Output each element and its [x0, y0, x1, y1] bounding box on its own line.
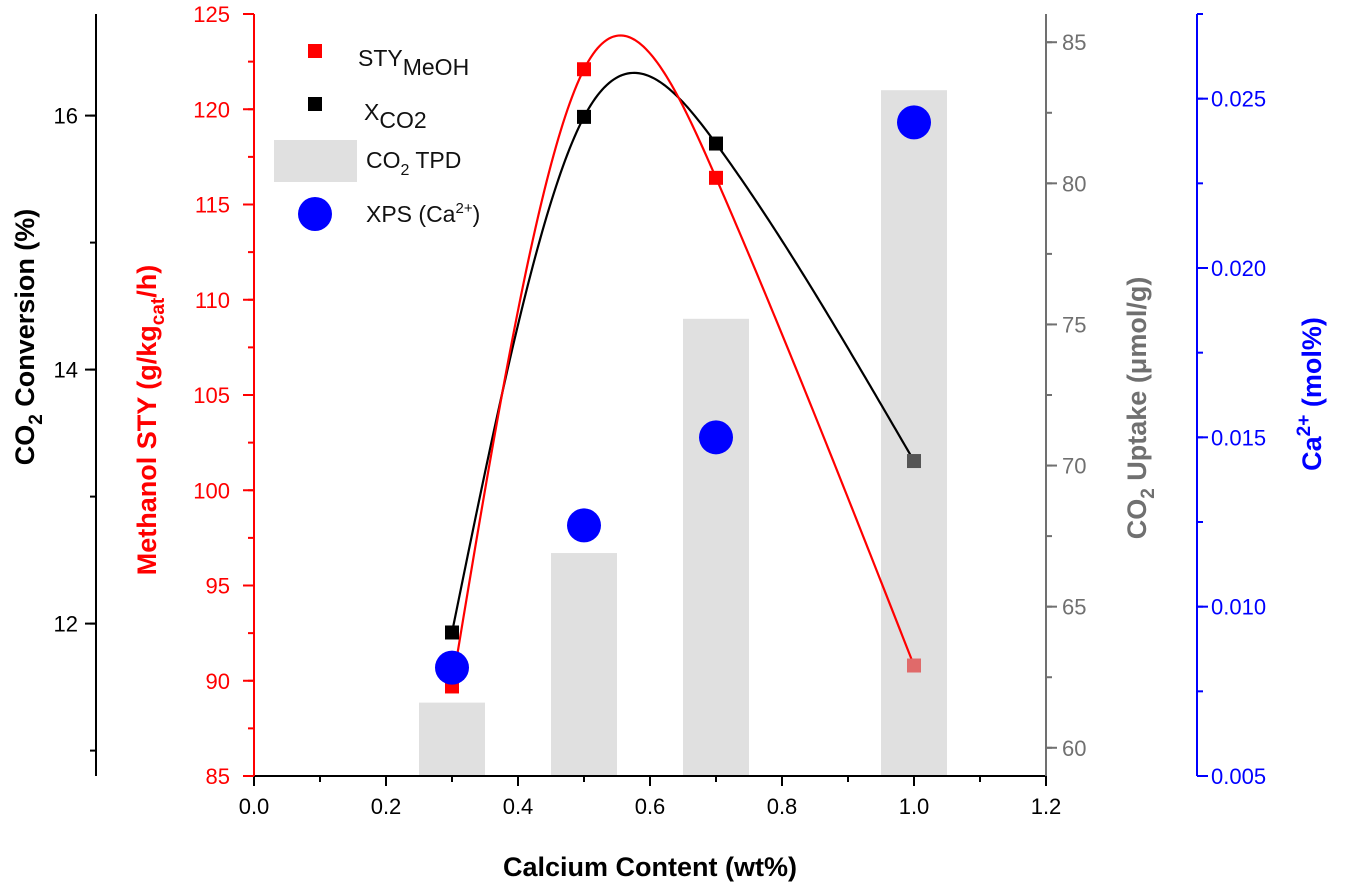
uptake-tick-label: 75	[1062, 312, 1086, 337]
uptake-tick-label: 60	[1062, 736, 1086, 761]
ca-axis-title: Ca2+ (mol%)	[1294, 317, 1327, 471]
sty-tick-label: 110	[195, 288, 230, 313]
legend-tpd-label: CO2 TPD	[366, 147, 461, 179]
xps-point	[699, 420, 733, 455]
co2-tpd-bar	[551, 553, 617, 776]
legend-xps-marker	[298, 197, 332, 231]
conversion-point	[577, 109, 591, 124]
sty-tick-label: 95	[206, 574, 230, 599]
conversion-axis-title: CO2 Conversion (%)	[10, 209, 47, 466]
legend-conversion-label: XCO2	[364, 99, 427, 133]
xps-point	[897, 105, 931, 140]
sty-tick-label: 125	[193, 2, 230, 27]
ca-tick-label: 0.025	[1211, 87, 1266, 112]
uptake-tick-label: 65	[1062, 595, 1086, 620]
sty-tick-label: 90	[206, 669, 230, 694]
co2-tpd-bar	[881, 90, 947, 776]
conversion-point	[709, 136, 723, 151]
conversion-tick-label: 12	[54, 612, 78, 637]
sty-curve	[450, 34, 916, 687]
ca-tick-label: 0.020	[1211, 256, 1266, 281]
ca-tick-label: 0.015	[1211, 425, 1266, 450]
sty-tick-label: 115	[195, 193, 230, 218]
sty-point	[709, 170, 723, 185]
xps-point	[435, 650, 469, 685]
conversion-tick-label: 16	[54, 104, 78, 129]
sty-tick-label: 120	[193, 97, 230, 122]
conversion-tick-label: 14	[54, 358, 78, 383]
x-tick-label: 1.0	[899, 794, 930, 819]
co2-tpd-bar	[683, 318, 749, 776]
legend-sty-marker	[308, 44, 322, 58]
sty-axis-title: Methanol STY (g/kgcat/h)	[132, 265, 169, 575]
x-tick-label: 0.4	[503, 794, 534, 819]
x-tick-label: 0.6	[635, 794, 666, 819]
bars-layer	[419, 90, 947, 776]
uptake-tick-label: 85	[1062, 30, 1086, 55]
co2-tpd-bar	[419, 702, 485, 776]
sty-tick-label: 100	[193, 478, 230, 503]
sty-point	[577, 62, 591, 77]
x-tick-label: 0.0	[239, 794, 270, 819]
conversion-point	[907, 454, 921, 469]
x-axis-title: Calcium Content (wt%)	[503, 852, 797, 882]
legend: STYMeOH XCO2 CO2 TPD XPS (Ca2+)	[274, 44, 480, 231]
x-tick-label: 1.2	[1031, 794, 1062, 819]
ca-tick-label: 0.010	[1211, 595, 1266, 620]
x-tick-label: 0.2	[371, 794, 402, 819]
sty-tick-label: 85	[206, 764, 230, 789]
sty-tick-label: 105	[193, 383, 230, 408]
curves-layer	[450, 34, 916, 687]
legend-xps-label: XPS (Ca2+)	[366, 200, 480, 227]
points-layer	[435, 62, 931, 694]
uptake-tick-label: 80	[1062, 171, 1086, 196]
conversion-curve	[450, 71, 915, 633]
uptake-axis-title: CO2 Uptake (μmol/g)	[1122, 277, 1159, 540]
legend-sty-label: STYMeOH	[358, 45, 469, 80]
sty-point	[907, 658, 921, 673]
conversion-point	[445, 625, 459, 640]
axes-layer: 0.0 0.2 0.4 0.6 0.8 1.0 1.2 Calcium Content (wt…	[10, 2, 1327, 882]
uptake-tick-label: 70	[1062, 454, 1086, 479]
xps-point	[567, 508, 601, 543]
x-tick-label: 0.8	[767, 794, 798, 819]
legend-conversion-marker	[308, 97, 322, 111]
ca-tick-label: 0.005	[1211, 764, 1266, 789]
legend-tpd-marker	[274, 140, 357, 182]
